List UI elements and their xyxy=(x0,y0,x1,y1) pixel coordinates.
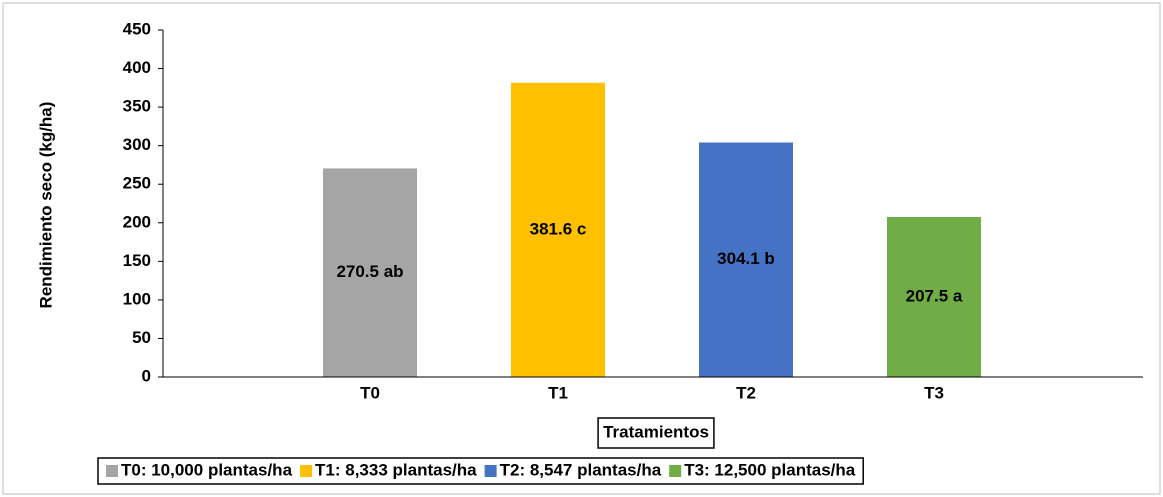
legend-swatch xyxy=(106,465,118,477)
bar xyxy=(699,142,793,377)
y-tick-label: 250 xyxy=(123,174,151,193)
bar xyxy=(323,168,417,377)
bar xyxy=(511,82,605,377)
y-tick-label: 450 xyxy=(123,19,151,38)
y-axis-title: Rendimiento seco (kg/ha) xyxy=(36,102,55,309)
data-label: 304.1 b xyxy=(717,249,775,268)
y-tick-label: 350 xyxy=(123,97,151,116)
legend-swatch xyxy=(484,465,497,477)
x-tick-label: T2 xyxy=(736,383,756,402)
x-tick-label: T1 xyxy=(548,383,568,402)
y-tick-label: 0 xyxy=(142,366,151,385)
legend-swatch xyxy=(669,465,682,477)
legend-label: T3: 12,500 plantas/ha xyxy=(684,460,856,479)
x-axis-title-box xyxy=(597,417,715,449)
data-label: 207.5 a xyxy=(906,286,963,305)
y-tick-label: 400 xyxy=(123,58,151,77)
legend-label: T0: 10,000 plantas/ha xyxy=(121,460,293,479)
y-tick-label: 50 xyxy=(132,328,151,347)
y-tick-label: 100 xyxy=(123,289,151,308)
y-tick-label: 300 xyxy=(123,135,151,154)
data-label: 381.6 c xyxy=(530,219,587,238)
legend-label: T1: 8,333 plantas/ha xyxy=(315,460,477,479)
legend-box xyxy=(97,457,864,485)
legend-swatch xyxy=(300,465,313,477)
x-tick-label: T0 xyxy=(360,383,380,402)
bar xyxy=(887,216,981,377)
x-tick-label: T3 xyxy=(924,383,944,402)
y-tick-label: 200 xyxy=(123,212,151,231)
x-axis-title: Tratamientos xyxy=(603,422,709,441)
legend-label: T2: 8,547 plantas/ha xyxy=(500,460,662,479)
data-label: 270.5 ab xyxy=(336,262,403,281)
y-tick-label: 150 xyxy=(123,251,151,270)
